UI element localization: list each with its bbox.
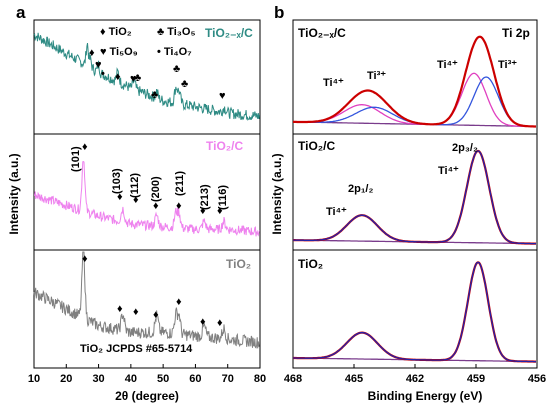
legend-tio2: ♦ TiO₂ [100, 26, 132, 38]
xrd-reference-label: TiO₂ JCPDS #65-5714 [80, 343, 193, 355]
marker-diamond: ♦ [133, 306, 139, 318]
xrd-x-tick-label: 80 [254, 373, 266, 385]
marker-diamond: ♦ [176, 200, 182, 212]
miller-116: (116) [217, 185, 229, 210]
xrd-label-tio2x-c: TiO₂₋ₓ/C [205, 26, 253, 40]
miller-200: (200) [150, 176, 162, 202]
marker-diamond: ♦ [82, 141, 88, 153]
xrd-label-tio2-c: TiO₂/C [206, 139, 243, 153]
panel-b-letter: b [274, 3, 284, 22]
legend-ti3o5: ♣ Ti₃O₅ [157, 26, 195, 38]
marker-club: ♣ [181, 78, 188, 90]
label-ti4-mid-right: Ti⁴⁺ [438, 165, 459, 177]
xps-label-tio2x-c: TiO₂₋ₓ/C [298, 26, 346, 40]
label-ti3-top-left: Ti³⁺ [367, 70, 386, 82]
label-ti4-top-left: Ti⁴⁺ [323, 77, 344, 89]
label-ti4-top-right: Ti⁴⁺ [437, 59, 458, 71]
xps-top-envelope [293, 35, 536, 128]
xps-bot-ti4-fit [293, 261, 536, 363]
xps-x-ticks: 468 465 462 459 456 [284, 364, 546, 385]
xrd-x-tick-label: 30 [92, 373, 104, 385]
marker-diamond: ♦ [117, 191, 123, 203]
miller-101: (101) [70, 146, 82, 172]
panel-a-letter: a [16, 3, 26, 22]
marker-diamond: ♦ [176, 296, 182, 308]
marker-diamond: ♦ [153, 200, 159, 212]
marker-diamond: ♦ [200, 205, 206, 217]
xrd-x-axis-label: 2θ (degree) [115, 389, 179, 403]
xrd-markers-bottom: ♦ ♦ ♦ ♦ ♦ ♦ ♦ [82, 253, 223, 329]
xrd-legend: ♦ TiO₂ ♣ Ti₃O₅ ♥ Ti₅O₉ • Ti₄O₇ [100, 26, 195, 58]
miller-211: (211) [174, 171, 186, 196]
marker-diamond: ♦ [82, 253, 88, 265]
xps-label-tio2-c: TiO₂/C [298, 139, 335, 153]
xrd-panel: 10 20 30 40 50 60 70 80 ♦ TiO₂ ♣ Ti₃O₅ ♥ Ti₅O₉ • Ti… [7, 19, 266, 403]
xrd-x-ticks: 10 20 30 40 50 60 70 80 [28, 364, 266, 385]
marker-diamond: ♦ [115, 71, 121, 83]
miller-112: (112) [129, 173, 141, 198]
xrd-miller-indices: (101) (103) (112) (200) (211) (213) (116… [70, 141, 229, 217]
label-ti4-mid-left: Ti⁴⁺ [326, 206, 347, 218]
xps-panel: 468 465 462 459 456 TiO₂₋ₓ/C TiO₂/C TiO₂ Ti … [270, 19, 546, 403]
xps-title-ti2p: Ti 2p [502, 26, 530, 40]
marker-heart: ♥ [130, 73, 137, 85]
xrd-frame [33, 19, 261, 369]
xps-x-tick-label: 456 [528, 373, 546, 385]
xrd-series-tio2 [33, 251, 260, 349]
miller-213: (213) [199, 184, 211, 210]
miller-103: (103) [111, 168, 123, 194]
xps-x-tick-label: 459 [467, 373, 485, 385]
marker-dot: • [101, 68, 105, 80]
xps-label-tio2: TiO₂ [298, 257, 323, 271]
xps-curves [293, 35, 536, 363]
xps-x-axis-label: Binding Energy (eV) [368, 389, 483, 403]
xrd-x-tick-label: 70 [222, 373, 234, 385]
legend-ti5o9: ♥ Ti₅O₉ [100, 46, 138, 58]
marker-diamond: ♦ [217, 317, 223, 329]
legend-ti4o7: • Ti₄O₇ [157, 46, 192, 58]
xps-top-ti4-fit [293, 72, 536, 128]
xrd-markers-top: ♦ ♥ • ♦ ♥ ♣ ♣ ♣ ♣ ♥ [89, 47, 226, 102]
xps-y-axis-label: Intensity (a.u.) [270, 153, 284, 234]
xps-x-tick-label: 465 [345, 373, 363, 385]
marker-diamond: ♦ [217, 205, 223, 217]
marker-club: ♣ [151, 89, 158, 101]
marker-diamond: ♦ [117, 303, 123, 315]
xps-x-tick-label: 468 [284, 373, 302, 385]
label-2p32: 2p₃/₂ [452, 142, 478, 154]
xrd-y-axis-label: Intensity (a.u.) [7, 153, 21, 234]
xps-mid-ti4-fit [293, 150, 536, 245]
xps-peak-labels: Ti⁴⁺ Ti³⁺ Ti⁴⁺ Ti³⁺ 2p₁/₂ Ti⁴⁺ 2p₃/₂ Ti⁴… [323, 59, 517, 218]
xrd-series-tio2x-c [33, 32, 260, 121]
xps-bot-raw [293, 261, 536, 363]
marker-heart: ♥ [95, 59, 102, 71]
marker-club: ♣ [173, 63, 180, 75]
marker-heart: ♥ [219, 90, 226, 102]
marker-club: ♣ [134, 72, 141, 84]
marker-diamond: ♦ [200, 316, 206, 328]
label-2p12: 2p₁/₂ [348, 183, 373, 195]
xrd-series-tio2-c [33, 161, 260, 237]
xrd-x-tick-label: 50 [157, 373, 169, 385]
xps-frame [292, 19, 538, 369]
xrd-x-tick-label: 10 [28, 373, 40, 385]
xrd-x-tick-label: 40 [125, 373, 137, 385]
xps-x-tick-label: 462 [406, 373, 424, 385]
marker-diamond: ♦ [89, 47, 95, 59]
marker-diamond: ♦ [133, 194, 139, 206]
xrd-x-tick-label: 20 [60, 373, 72, 385]
marker-diamond: ♦ [153, 309, 159, 321]
xrd-x-tick-label: 60 [189, 373, 201, 385]
label-ti3-top-right: Ti³⁺ [498, 59, 517, 71]
xrd-label-tio2: TiO₂ [226, 257, 251, 271]
